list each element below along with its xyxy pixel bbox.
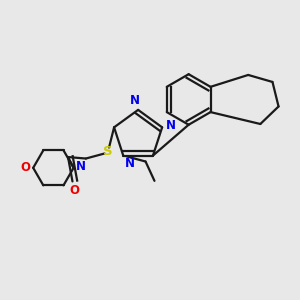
Text: N: N	[166, 119, 176, 132]
Text: N: N	[125, 157, 135, 170]
Text: N: N	[130, 94, 140, 107]
Text: N: N	[76, 160, 86, 173]
Text: S: S	[103, 145, 113, 158]
Text: O: O	[21, 161, 31, 174]
Text: O: O	[69, 184, 79, 197]
